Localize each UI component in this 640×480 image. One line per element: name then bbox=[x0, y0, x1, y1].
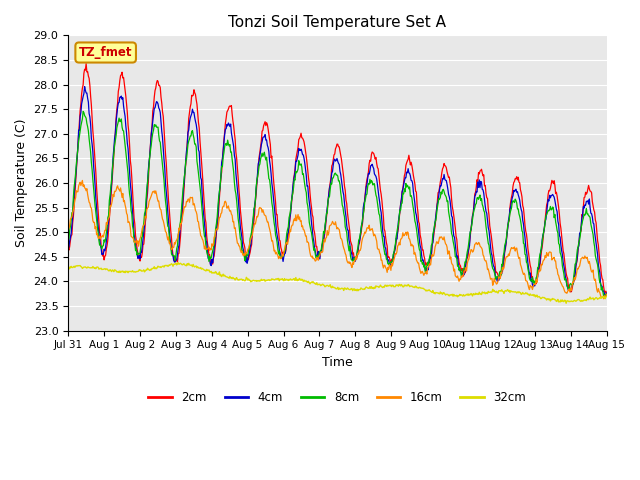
X-axis label: Time: Time bbox=[322, 356, 353, 369]
2cm bbox=[603, 292, 611, 298]
32cm bbox=[129, 269, 137, 275]
32cm bbox=[404, 283, 412, 288]
2cm bbox=[74, 144, 82, 150]
Legend: 2cm, 4cm, 8cm, 16cm, 32cm: 2cm, 4cm, 8cm, 16cm, 32cm bbox=[144, 387, 531, 409]
16cm bbox=[603, 291, 611, 297]
16cm bbox=[74, 189, 82, 194]
4cm bbox=[64, 246, 72, 252]
32cm bbox=[563, 300, 570, 306]
Line: 4cm: 4cm bbox=[68, 86, 607, 298]
16cm bbox=[130, 238, 138, 244]
32cm bbox=[185, 261, 193, 266]
16cm bbox=[213, 227, 221, 233]
16cm bbox=[79, 178, 86, 183]
4cm bbox=[603, 290, 611, 296]
32cm bbox=[64, 265, 72, 271]
4cm bbox=[130, 231, 138, 237]
4cm bbox=[601, 295, 609, 301]
4cm bbox=[419, 257, 427, 263]
8cm bbox=[404, 182, 412, 188]
2cm bbox=[419, 247, 427, 253]
8cm bbox=[419, 260, 427, 265]
32cm bbox=[419, 285, 427, 291]
2cm bbox=[213, 223, 221, 228]
32cm bbox=[213, 271, 221, 277]
8cm bbox=[130, 239, 138, 245]
Title: Tonzi Soil Temperature Set A: Tonzi Soil Temperature Set A bbox=[228, 15, 446, 30]
Line: 2cm: 2cm bbox=[68, 64, 607, 295]
16cm bbox=[404, 229, 412, 235]
4cm bbox=[185, 127, 193, 133]
4cm bbox=[81, 84, 88, 89]
32cm bbox=[174, 260, 182, 265]
2cm bbox=[64, 245, 72, 251]
16cm bbox=[419, 270, 427, 276]
Line: 8cm: 8cm bbox=[68, 111, 607, 296]
8cm bbox=[600, 293, 607, 299]
16cm bbox=[64, 228, 72, 234]
4cm bbox=[404, 170, 412, 176]
2cm bbox=[185, 116, 193, 121]
8cm bbox=[74, 144, 82, 150]
32cm bbox=[603, 293, 611, 299]
16cm bbox=[600, 296, 607, 301]
4cm bbox=[213, 219, 221, 225]
Y-axis label: Soil Temperature (C): Soil Temperature (C) bbox=[15, 119, 28, 247]
Line: 32cm: 32cm bbox=[68, 263, 607, 303]
8cm bbox=[64, 237, 72, 243]
32cm bbox=[74, 263, 82, 268]
2cm bbox=[130, 215, 138, 221]
4cm bbox=[74, 144, 82, 150]
2cm bbox=[83, 61, 90, 67]
8cm bbox=[79, 108, 87, 114]
Text: TZ_fmet: TZ_fmet bbox=[79, 46, 132, 59]
8cm bbox=[603, 291, 611, 297]
16cm bbox=[185, 196, 193, 202]
8cm bbox=[213, 214, 221, 220]
Line: 16cm: 16cm bbox=[68, 180, 607, 299]
8cm bbox=[185, 138, 193, 144]
2cm bbox=[404, 158, 412, 164]
